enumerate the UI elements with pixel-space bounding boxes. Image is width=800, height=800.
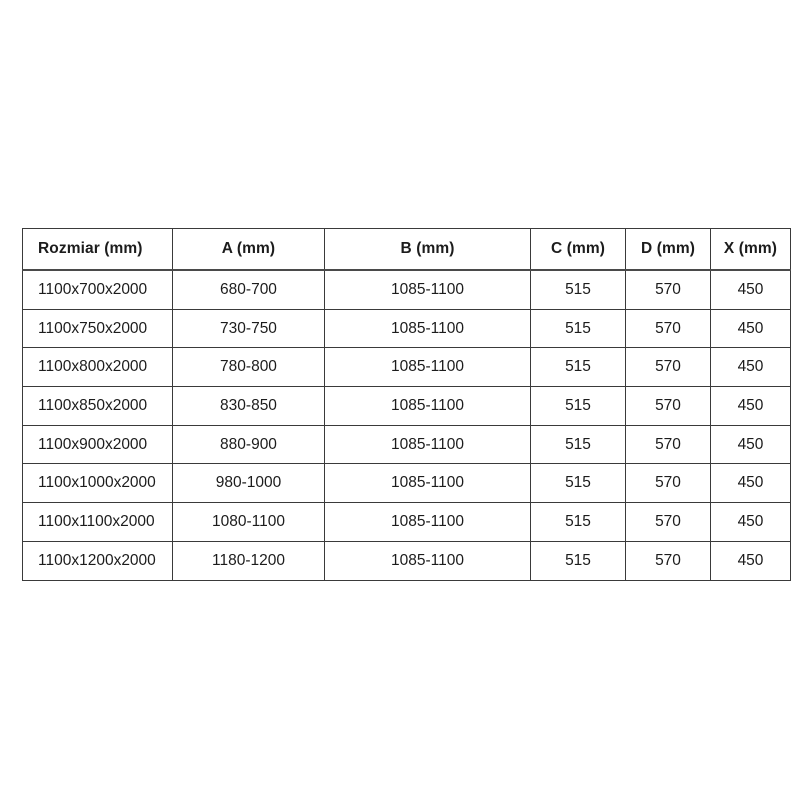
specification-table-container: Rozmiar (mm) A (mm) B (mm) C (mm) D (mm)…: [22, 228, 791, 581]
cell-a: 830-850: [172, 386, 325, 426]
cell-b: 1085-1100: [324, 424, 531, 465]
column-header-d: D (mm): [625, 228, 711, 271]
cell-rozmiar: 1100x1200x2000: [22, 540, 173, 581]
dimensions-specification-table: Rozmiar (mm) A (mm) B (mm) C (mm) D (mm)…: [22, 228, 791, 581]
cell-b: 1085-1100: [324, 386, 531, 426]
cell-b: 1085-1100: [324, 540, 531, 581]
cell-rozmiar: 1100x850x2000: [22, 386, 173, 426]
cell-a: 680-700: [172, 269, 325, 310]
cell-x: 450: [710, 424, 791, 465]
table-row: 1100x700x2000 680-700 1085-1100 515 570 …: [22, 269, 791, 310]
cell-rozmiar: 1100x750x2000: [22, 308, 173, 349]
cell-a: 1180-1200: [172, 540, 325, 581]
table-row: 1100x850x2000 830-850 1085-1100 515 570 …: [22, 386, 791, 426]
column-header-rozmiar: Rozmiar (mm): [22, 228, 173, 271]
cell-x: 450: [710, 502, 791, 542]
cell-rozmiar: 1100x1000x2000: [22, 463, 173, 504]
cell-a: 780-800: [172, 347, 325, 388]
column-header-b: B (mm): [324, 228, 531, 271]
cell-d: 570: [625, 463, 711, 504]
table-row: 1100x1100x2000 1080-1100 1085-1100 515 5…: [22, 502, 791, 542]
cell-d: 570: [625, 540, 711, 581]
cell-c: 515: [530, 308, 626, 349]
table-header: Rozmiar (mm) A (mm) B (mm) C (mm) D (mm)…: [22, 228, 791, 271]
cell-c: 515: [530, 502, 626, 542]
cell-rozmiar: 1100x1100x2000: [22, 502, 173, 542]
column-header-c: C (mm): [530, 228, 626, 271]
cell-b: 1085-1100: [324, 347, 531, 388]
cell-a: 730-750: [172, 308, 325, 349]
cell-x: 450: [710, 347, 791, 388]
cell-c: 515: [530, 463, 626, 504]
table-row: 1100x900x2000 880-900 1085-1100 515 570 …: [22, 424, 791, 465]
cell-c: 515: [530, 269, 626, 310]
cell-d: 570: [625, 424, 711, 465]
cell-d: 570: [625, 308, 711, 349]
cell-d: 570: [625, 502, 711, 542]
table-row: 1100x1200x2000 1180-1200 1085-1100 515 5…: [22, 540, 791, 581]
table-row: 1100x750x2000 730-750 1085-1100 515 570 …: [22, 308, 791, 349]
table-body: 1100x700x2000 680-700 1085-1100 515 570 …: [22, 269, 791, 581]
table-row: 1100x800x2000 780-800 1085-1100 515 570 …: [22, 347, 791, 388]
cell-b: 1085-1100: [324, 463, 531, 504]
cell-d: 570: [625, 386, 711, 426]
cell-d: 570: [625, 347, 711, 388]
cell-x: 450: [710, 269, 791, 310]
cell-b: 1085-1100: [324, 502, 531, 542]
cell-x: 450: [710, 386, 791, 426]
cell-c: 515: [530, 386, 626, 426]
cell-c: 515: [530, 424, 626, 465]
cell-rozmiar: 1100x800x2000: [22, 347, 173, 388]
cell-x: 450: [710, 463, 791, 504]
cell-rozmiar: 1100x700x2000: [22, 269, 173, 310]
cell-x: 450: [710, 308, 791, 349]
cell-a: 980-1000: [172, 463, 325, 504]
column-header-a: A (mm): [172, 228, 325, 271]
cell-a: 880-900: [172, 424, 325, 465]
cell-d: 570: [625, 269, 711, 310]
table-row: 1100x1000x2000 980-1000 1085-1100 515 57…: [22, 463, 791, 504]
cell-c: 515: [530, 540, 626, 581]
table-header-row: Rozmiar (mm) A (mm) B (mm) C (mm) D (mm)…: [22, 228, 791, 271]
cell-c: 515: [530, 347, 626, 388]
cell-x: 450: [710, 540, 791, 581]
column-header-x: X (mm): [710, 228, 791, 271]
cell-b: 1085-1100: [324, 269, 531, 310]
cell-a: 1080-1100: [172, 502, 325, 542]
cell-rozmiar: 1100x900x2000: [22, 424, 173, 465]
cell-b: 1085-1100: [324, 308, 531, 349]
